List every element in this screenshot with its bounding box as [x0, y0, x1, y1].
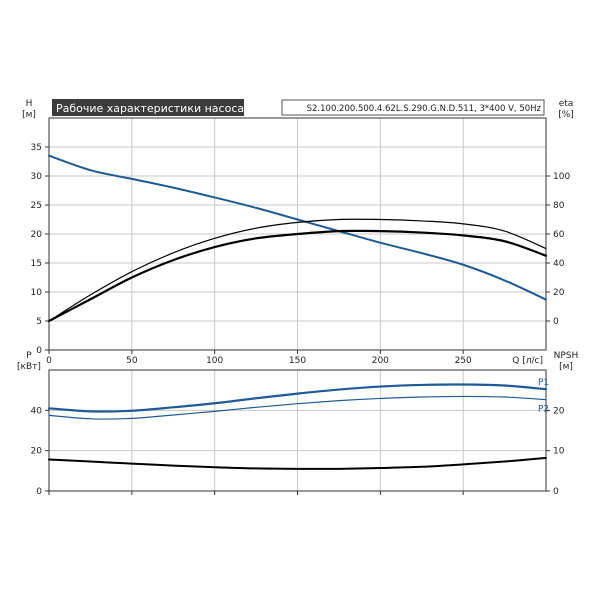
y-axis-label: P [26, 351, 32, 361]
y2-tick-label: 20 [553, 288, 565, 298]
y2-tick-label: 0 [553, 487, 559, 497]
y-tick-label: 10 [31, 288, 43, 298]
y2-tick-label: 0 [553, 317, 559, 327]
y-tick-label: 15 [31, 259, 42, 269]
y2-tick-label: 100 [553, 172, 570, 182]
x-axis-label: Q [л/с] [512, 356, 543, 366]
y-axis-label: H [26, 99, 33, 109]
y2-axis-unit: [м] [559, 362, 573, 372]
x-tick-label: 0 [46, 356, 52, 366]
y2-axis-label: eta [559, 99, 574, 109]
y-tick-label: 20 [31, 447, 43, 457]
y2-axis-unit: [%] [558, 110, 574, 120]
y-tick-label: 5 [36, 317, 42, 327]
y-axis-unit: [м] [22, 110, 36, 120]
model-label: S2.100.200.500.4.62L.S.290.G.N.D.511, 3*… [307, 104, 542, 114]
chart-title: Рабочие характеристики насоса [56, 102, 244, 115]
x-tick-label: 100 [206, 356, 223, 366]
y2-tick-label: 10 [553, 447, 565, 457]
series-line-H [48, 154, 547, 301]
y-tick-label: 20 [31, 230, 43, 240]
x-tick-label: 50 [126, 356, 138, 366]
series-line-P1 [47, 383, 548, 413]
series-label-P2: P2 [538, 405, 549, 415]
y-axis-unit: [кВт] [17, 362, 41, 372]
series-line-eta_lower [47, 229, 548, 323]
y2-tick-label: 80 [553, 201, 565, 211]
y-tick-label: 0 [36, 487, 42, 497]
y-tick-label: 35 [31, 143, 42, 153]
y-tick-label: 40 [31, 406, 43, 416]
model-box [281, 99, 545, 116]
y2-tick-label: 20 [553, 406, 565, 416]
x-tick-label: 150 [289, 356, 306, 366]
title-box [52, 99, 244, 116]
x-tick-label: 250 [455, 356, 472, 366]
series-label-P1: P1 [538, 378, 549, 388]
series-line-P2 [48, 395, 547, 420]
y-tick-label: 0 [36, 346, 42, 356]
y2-axis-label: NPSH [554, 351, 579, 361]
series-line-eta_upper [48, 218, 547, 322]
y2-tick-label: 40 [553, 259, 565, 269]
y-tick-label: 30 [31, 172, 43, 182]
y-tick-label: 25 [31, 201, 42, 211]
y2-tick-label: 60 [553, 230, 565, 240]
x-tick-label: 200 [372, 356, 389, 366]
series-line-NPSH [48, 456, 547, 470]
